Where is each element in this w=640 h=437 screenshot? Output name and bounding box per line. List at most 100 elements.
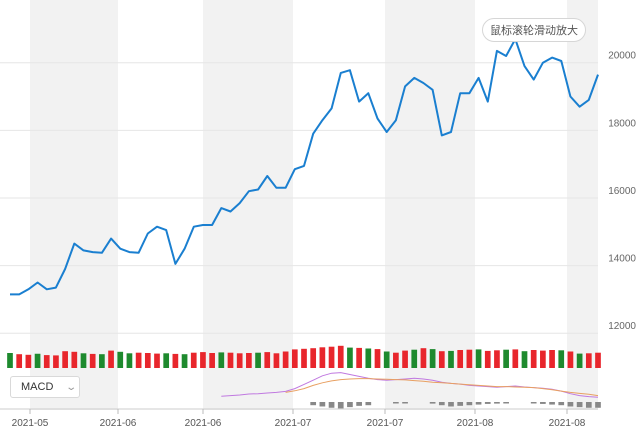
volume-bar [448,351,454,368]
volume-bar [540,351,546,368]
volume-bar [320,347,326,368]
volume-bar [264,352,270,368]
macd-histogram-bar [310,402,316,405]
macd-histogram-bar [338,402,344,408]
macd-histogram-bar [448,402,454,406]
period-band-2 [385,0,475,410]
period-band-3 [567,0,598,410]
y-tick-label: 12000 [608,321,636,332]
x-tick-label: 2021-07 [275,418,312,429]
volume-bar [200,352,206,368]
volume-bar [329,347,335,368]
volume-bar [439,351,445,368]
volume-bar [127,353,133,368]
volume-bar [154,354,160,368]
volume-bar [246,353,252,368]
volume-bar [71,352,77,368]
volume-bar [375,349,381,368]
volume-bar [16,354,22,368]
macd-histogram-bar [439,402,445,405]
volume-bar [485,351,491,368]
macd-histogram-bar [320,402,326,406]
volume-bar [476,349,482,368]
volume-bar [228,353,234,368]
volume-bar [108,351,114,368]
volume-bar [549,350,555,368]
volume-bar [7,353,13,368]
volume-bar [365,349,371,369]
x-tick-label: 2021-07 [367,418,404,429]
macd-histogram-bar [494,402,500,404]
macd-histogram-bar [356,402,362,406]
volume-bar [568,352,574,369]
volume-bar [62,351,68,368]
macd-histogram-bar [531,402,537,404]
volume-bar [117,352,123,368]
macd-histogram-bar [549,402,555,405]
volume-bar [191,353,197,368]
volume-bar [35,354,41,368]
volume-bar [283,352,289,369]
volume-bar [136,353,142,368]
volume-bar [494,350,500,368]
macd-histogram-bar [347,402,353,407]
volume-bar [81,353,87,368]
volume-bar [182,354,188,368]
volume-bar [512,349,518,368]
chevron-down-icon: ⌄ [66,382,78,393]
macd-histogram-bar [577,402,583,407]
volume-bar [44,355,50,368]
x-axis: 2021-05 2021-06 2021-06 2021-07 2021-07 2021-… [0,409,598,429]
volume-bar [421,348,427,368]
macd-histogram-bar [467,402,473,405]
volume-bar [430,349,436,368]
volume-bar [26,355,32,368]
macd-histogram-bar [365,402,371,405]
volume-bar [163,353,169,368]
y-tick-label: 14000 [608,254,636,265]
y-tick-label: 20000 [608,51,636,62]
volume-bar [90,354,96,368]
x-tick-label: 2021-06 [100,418,137,429]
volume-bar [522,351,528,368]
macd-histogram-bar [329,402,335,408]
volume-bar [558,350,564,368]
macd-histogram-bar [402,402,408,404]
x-tick-label: 2021-08 [549,418,586,429]
indicator-select-value: MACD [21,381,53,393]
volume-bar [209,353,215,368]
macd-histogram-bar [485,402,491,404]
volume-bar [173,354,179,368]
volume-bar [393,353,399,368]
volume-bar [384,352,390,369]
volume-bar [218,352,224,368]
volume-bar [457,350,463,368]
macd-histogram-bar [457,402,463,406]
volume-bar [338,346,344,368]
volume-bar [467,350,473,368]
macd-histogram-bar [540,402,546,404]
macd-histogram-bar [430,402,436,404]
macd-histogram-bar [586,402,592,408]
x-tick-label: 2021-05 [12,418,49,429]
volume-bar [53,355,59,368]
macd-histogram-bar [595,402,601,408]
indicator-select[interactable]: MACD ⌄ [10,376,80,398]
volume-bar [145,353,151,368]
macd-histogram-bar [393,402,399,404]
volume-bar [255,353,261,368]
volume-bar [301,349,307,368]
macd-histogram-bar [503,402,509,404]
volume-bar [503,350,509,368]
volume-bar [237,353,243,368]
x-tick-label: 2021-08 [457,418,494,429]
volume-bar [577,354,583,368]
period-band-1 [203,0,293,410]
x-tick-label: 2021-06 [185,418,222,429]
volume-bar [347,348,353,368]
macd-histogram-bar [558,402,564,405]
y-tick-label: 16000 [608,186,636,197]
